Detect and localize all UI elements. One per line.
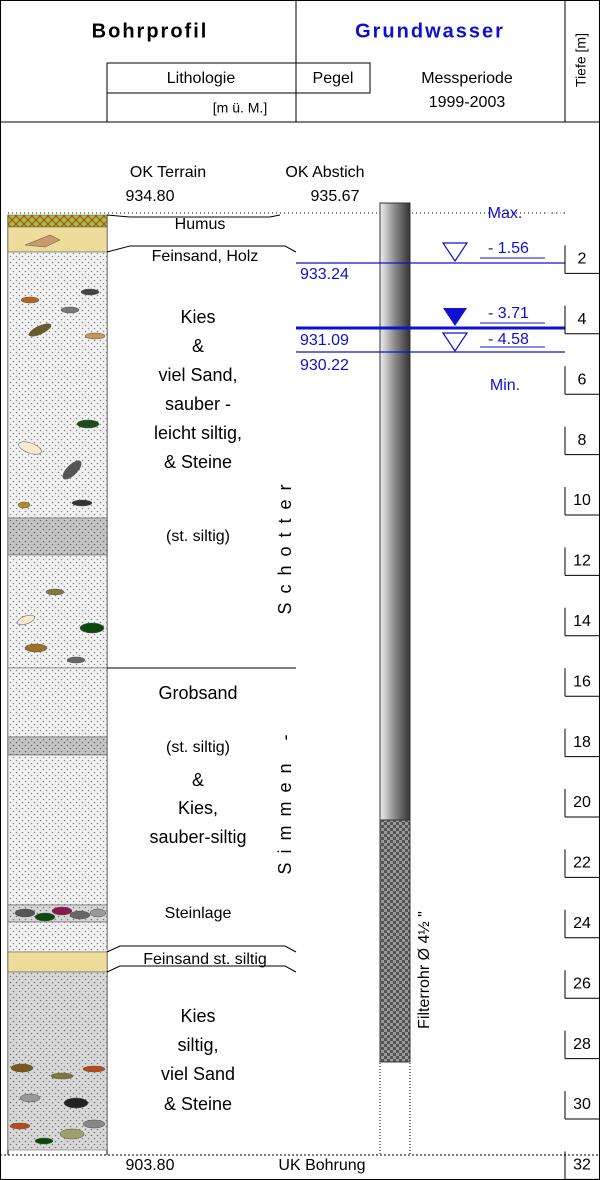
layer-label: siltig, [177, 1035, 218, 1055]
layer-label: (st. siltig) [166, 739, 230, 756]
layer-label: Kies [180, 307, 215, 327]
terrain-elevation: 934.80 [126, 188, 175, 205]
abstich-elevation: 935.67 [311, 188, 360, 205]
depth-tick-label: 22 [573, 855, 591, 872]
formation-label: Simmen - [275, 725, 295, 874]
layer-label: Kies [180, 1006, 215, 1026]
bottom-label: UK Bohrung [278, 1157, 365, 1174]
terrain-label: OK Terrain [130, 164, 206, 181]
layer-boundaries [107, 215, 296, 972]
depth-tick-label: 24 [573, 915, 591, 932]
lithology-column [8, 215, 107, 1150]
depth-tick-label: 2 [578, 251, 587, 268]
layer-label: viel Sand [161, 1064, 235, 1084]
layer-label: Feinsand st. siltig [143, 951, 267, 968]
groundwater-title: Grundwasser [355, 20, 505, 42]
max-label: Max. [488, 205, 523, 222]
min-label: Min. [490, 377, 520, 394]
depth-tick-label: 14 [573, 613, 591, 630]
depth-tick-label: 4 [578, 311, 587, 328]
depth-tick-label: 30 [573, 1096, 591, 1113]
water-depth: - 3.71 [488, 305, 529, 322]
depth-tick-label: 28 [573, 1036, 591, 1053]
lithology-header: Lithologie [167, 70, 236, 87]
layer-label: Grobsand [158, 683, 237, 703]
layer-label: Humus [175, 216, 226, 233]
water-elevation: 931.09 [300, 332, 349, 349]
layer-label: Steinlage [165, 905, 232, 922]
abstich-label: OK Abstich [285, 164, 364, 181]
borehole-profile: Bohrprofil Grundwasser Lithologie Pegel … [0, 0, 600, 1180]
water-levels: Max. Min. - 1.56 - 3.71 - 4.58 933.24 93… [296, 205, 565, 394]
layer-label: leicht siltig, [154, 423, 242, 443]
depth-tick-label: 20 [573, 794, 591, 811]
water-elevation: 930.22 [300, 357, 349, 374]
depth-label: Tiefe [m] [573, 33, 589, 87]
depth-tick-label: 26 [573, 975, 591, 992]
layer-label: Kies, [178, 798, 218, 818]
layer-label: & [192, 336, 204, 356]
depth-tick-label: 32 [573, 1157, 591, 1174]
depth-tick-label: 12 [573, 553, 591, 570]
layer-label: & [192, 770, 204, 790]
layer-label: sauber - [165, 394, 231, 414]
period: 1999-2003 [429, 94, 506, 111]
header: Bohrprofil Grundwasser Lithologie Pegel … [92, 20, 589, 115]
water-elevation: 933.24 [300, 266, 349, 283]
layer-label: Feinsand, Holz [152, 248, 259, 265]
layer-label: sauber-siltig [149, 827, 246, 847]
water-depth: - 1.56 [488, 240, 529, 257]
depth-tick-label: 8 [578, 432, 587, 449]
depth-tick-label: 18 [573, 734, 591, 751]
pipe-label: Filterrohr Ø 4½ " [416, 911, 433, 1029]
pipe: Filterrohr Ø 4½ " [380, 203, 433, 1155]
layer-label: & Steine [164, 452, 232, 472]
layer-labels: Humus Feinsand, Holz Kies & viel Sand, s… [143, 216, 295, 1114]
depth-tick-label: 10 [573, 492, 591, 509]
layer-label: & Steine [164, 1094, 232, 1114]
bottom-labels: 903.80 UK Bohrung [126, 1157, 366, 1174]
title: Bohrprofil [92, 20, 209, 42]
depth-tick-label: 16 [573, 673, 591, 690]
formation-label: Schotter [275, 475, 295, 614]
pegel-header: Pegel [313, 70, 354, 87]
bottom-elevation: 903.80 [126, 1157, 175, 1174]
layer-label: (st. siltig) [166, 528, 230, 545]
layer-label: viel Sand, [158, 365, 237, 385]
depth-tick-label: 6 [578, 371, 587, 388]
unit-header: [m ü. M.] [213, 100, 267, 116]
period-label: Messperiode [421, 70, 513, 87]
top-labels: OK Terrain 934.80 OK Abstich 935.67 [126, 164, 365, 205]
water-depth: - 4.58 [488, 331, 529, 348]
